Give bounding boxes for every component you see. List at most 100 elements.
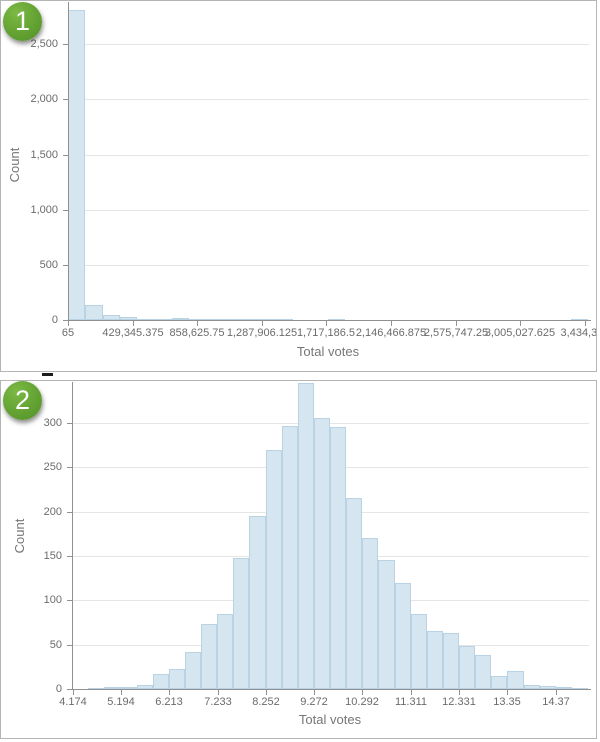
x-tick-label: 4.174 [59, 696, 87, 708]
stray-mark [42, 373, 53, 376]
x-tick-label: 1,717,186.5 [296, 327, 356, 339]
histogram-bar [427, 631, 443, 689]
y-axis-tick [67, 467, 72, 468]
gridline [69, 265, 589, 266]
x-tick-label: 2,146,466.875 [355, 327, 427, 339]
histogram-bar [314, 418, 330, 689]
y-tick-label: 2,000 [30, 93, 58, 105]
gridline [73, 423, 589, 424]
histogram-bar [169, 669, 185, 689]
histogram-bar [556, 687, 572, 689]
y-axis-tick [67, 645, 72, 646]
x-tick-label: 7.233 [204, 696, 232, 708]
histogram-bar [378, 560, 395, 689]
y-axis-tick [63, 44, 68, 45]
histogram-bar [68, 10, 85, 320]
histogram-bar [475, 655, 491, 689]
histogram-bar [491, 676, 507, 689]
x-tick-label: 5.194 [107, 696, 135, 708]
histogram-bar [120, 687, 137, 689]
histogram-bar [85, 305, 103, 320]
y-axis-title: Count [12, 518, 27, 554]
histogram-bar [201, 624, 217, 689]
histogram-bar [282, 426, 298, 689]
y-axis-tick [67, 512, 72, 513]
y-axis-line [72, 382, 73, 690]
histogram-bar [346, 498, 362, 689]
step-badge-1: 1 [3, 2, 42, 41]
x-tick-label: 3,434,308 [560, 327, 597, 339]
x-tick-label: 429,345.375 [102, 327, 164, 339]
x-axis-tick [585, 321, 586, 326]
x-axis-tick [459, 690, 460, 695]
step-badge-2: 2 [3, 381, 42, 420]
x-axis-tick [520, 321, 521, 326]
y-tick-label: 300 [43, 417, 62, 429]
y-axis-tick [63, 155, 68, 156]
y-tick-label: 50 [49, 639, 62, 651]
x-tick-label: 3,005,027.625 [484, 327, 556, 339]
y-tick-label: 100 [43, 594, 62, 606]
x-tick-label: 858,625.75 [169, 327, 225, 339]
y-axis-tick [63, 265, 68, 266]
y-axis-tick [67, 600, 72, 601]
x-axis-tick [169, 690, 170, 695]
y-axis-title: Count [7, 147, 22, 183]
y-axis-tick [67, 689, 72, 690]
histogram-bar [217, 614, 233, 689]
histogram-bar [459, 646, 475, 689]
x-axis-tick [197, 321, 198, 326]
x-axis-tick [121, 690, 122, 695]
x-tick-label: 13.35 [493, 696, 521, 708]
x-tick-label: 8.252 [252, 696, 280, 708]
x-tick-label: 12.331 [442, 696, 476, 708]
chart-panel-1: 0 500 1,000 1,500 2,000 2,500 65 429,345.375 858… [0, 0, 597, 372]
histogram-bar [443, 633, 459, 689]
histogram-bar [103, 315, 120, 320]
x-tick-label: 14.37 [542, 696, 570, 708]
histogram-bar [104, 687, 120, 689]
histogram-bar [524, 685, 540, 689]
x-tick-label: 1,287,906.125 [226, 327, 298, 339]
histogram-bar [395, 583, 411, 689]
x-axis-tick [68, 321, 69, 326]
y-axis-tick [63, 320, 68, 321]
histogram-bar [185, 652, 201, 689]
x-axis-title: Total votes [296, 344, 360, 359]
x-axis-tick [326, 321, 327, 326]
x-axis-tick [133, 321, 134, 326]
x-axis-tick [391, 321, 392, 326]
y-tick-label: 1,000 [30, 204, 58, 216]
x-axis-tick [262, 321, 263, 326]
histogram-bar [298, 383, 314, 689]
histogram-raw-total-votes: 0 500 1,000 1,500 2,000 2,500 65 429,345.375 858… [1, 1, 596, 371]
y-axis-tick [67, 423, 72, 424]
y-tick-label: 500 [39, 259, 58, 271]
gridline [69, 210, 589, 211]
x-axis-line [68, 320, 591, 321]
x-axis-title: Total votes [298, 712, 362, 727]
x-axis-tick [73, 690, 74, 695]
gridline [69, 99, 589, 100]
x-axis-tick [507, 690, 508, 695]
x-axis-tick [314, 690, 315, 695]
x-axis-tick [556, 690, 557, 695]
x-tick-label: 65 [61, 327, 75, 339]
x-axis-tick [266, 690, 267, 695]
histogram-bar [362, 538, 378, 689]
y-axis-tick [67, 556, 72, 557]
histogram-bar [172, 318, 189, 320]
x-tick-label: 6.213 [155, 696, 183, 708]
histogram-bar [330, 427, 346, 689]
histogram-bar [233, 558, 249, 689]
y-tick-label: 0 [51, 314, 58, 326]
histogram-bar [266, 450, 282, 689]
x-axis-tick [411, 690, 412, 695]
y-tick-label: 200 [43, 506, 62, 518]
histogram-bar [120, 317, 137, 320]
y-axis-tick [63, 99, 68, 100]
y-axis-tick [63, 210, 68, 211]
x-axis-line [72, 689, 591, 690]
histogram-bar [249, 516, 266, 689]
